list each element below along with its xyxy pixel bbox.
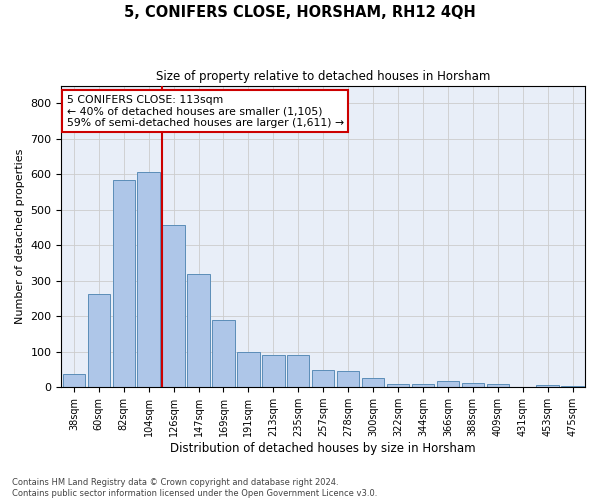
Text: 5, CONIFERS CLOSE, HORSHAM, RH12 4QH: 5, CONIFERS CLOSE, HORSHAM, RH12 4QH bbox=[124, 5, 476, 20]
Bar bbox=[412, 384, 434, 387]
Bar bbox=[536, 386, 559, 387]
X-axis label: Distribution of detached houses by size in Horsham: Distribution of detached houses by size … bbox=[170, 442, 476, 455]
Bar bbox=[212, 320, 235, 387]
Bar bbox=[562, 386, 584, 387]
Text: Contains HM Land Registry data © Crown copyright and database right 2024.
Contai: Contains HM Land Registry data © Crown c… bbox=[12, 478, 377, 498]
Bar bbox=[511, 386, 534, 387]
Bar bbox=[461, 382, 484, 387]
Bar bbox=[62, 374, 85, 387]
Bar bbox=[312, 370, 334, 387]
Bar bbox=[487, 384, 509, 387]
Bar bbox=[163, 226, 185, 387]
Bar bbox=[137, 172, 160, 387]
Bar bbox=[362, 378, 384, 387]
Bar bbox=[88, 294, 110, 387]
Bar bbox=[262, 356, 284, 387]
Bar bbox=[337, 372, 359, 387]
Bar bbox=[387, 384, 409, 387]
Bar bbox=[287, 356, 310, 387]
Y-axis label: Number of detached properties: Number of detached properties bbox=[15, 148, 25, 324]
Text: 5 CONIFERS CLOSE: 113sqm
← 40% of detached houses are smaller (1,105)
59% of sem: 5 CONIFERS CLOSE: 113sqm ← 40% of detach… bbox=[67, 94, 344, 128]
Title: Size of property relative to detached houses in Horsham: Size of property relative to detached ho… bbox=[156, 70, 490, 83]
Bar bbox=[187, 274, 210, 387]
Bar bbox=[113, 180, 135, 387]
Bar bbox=[437, 381, 459, 387]
Bar bbox=[237, 352, 260, 387]
